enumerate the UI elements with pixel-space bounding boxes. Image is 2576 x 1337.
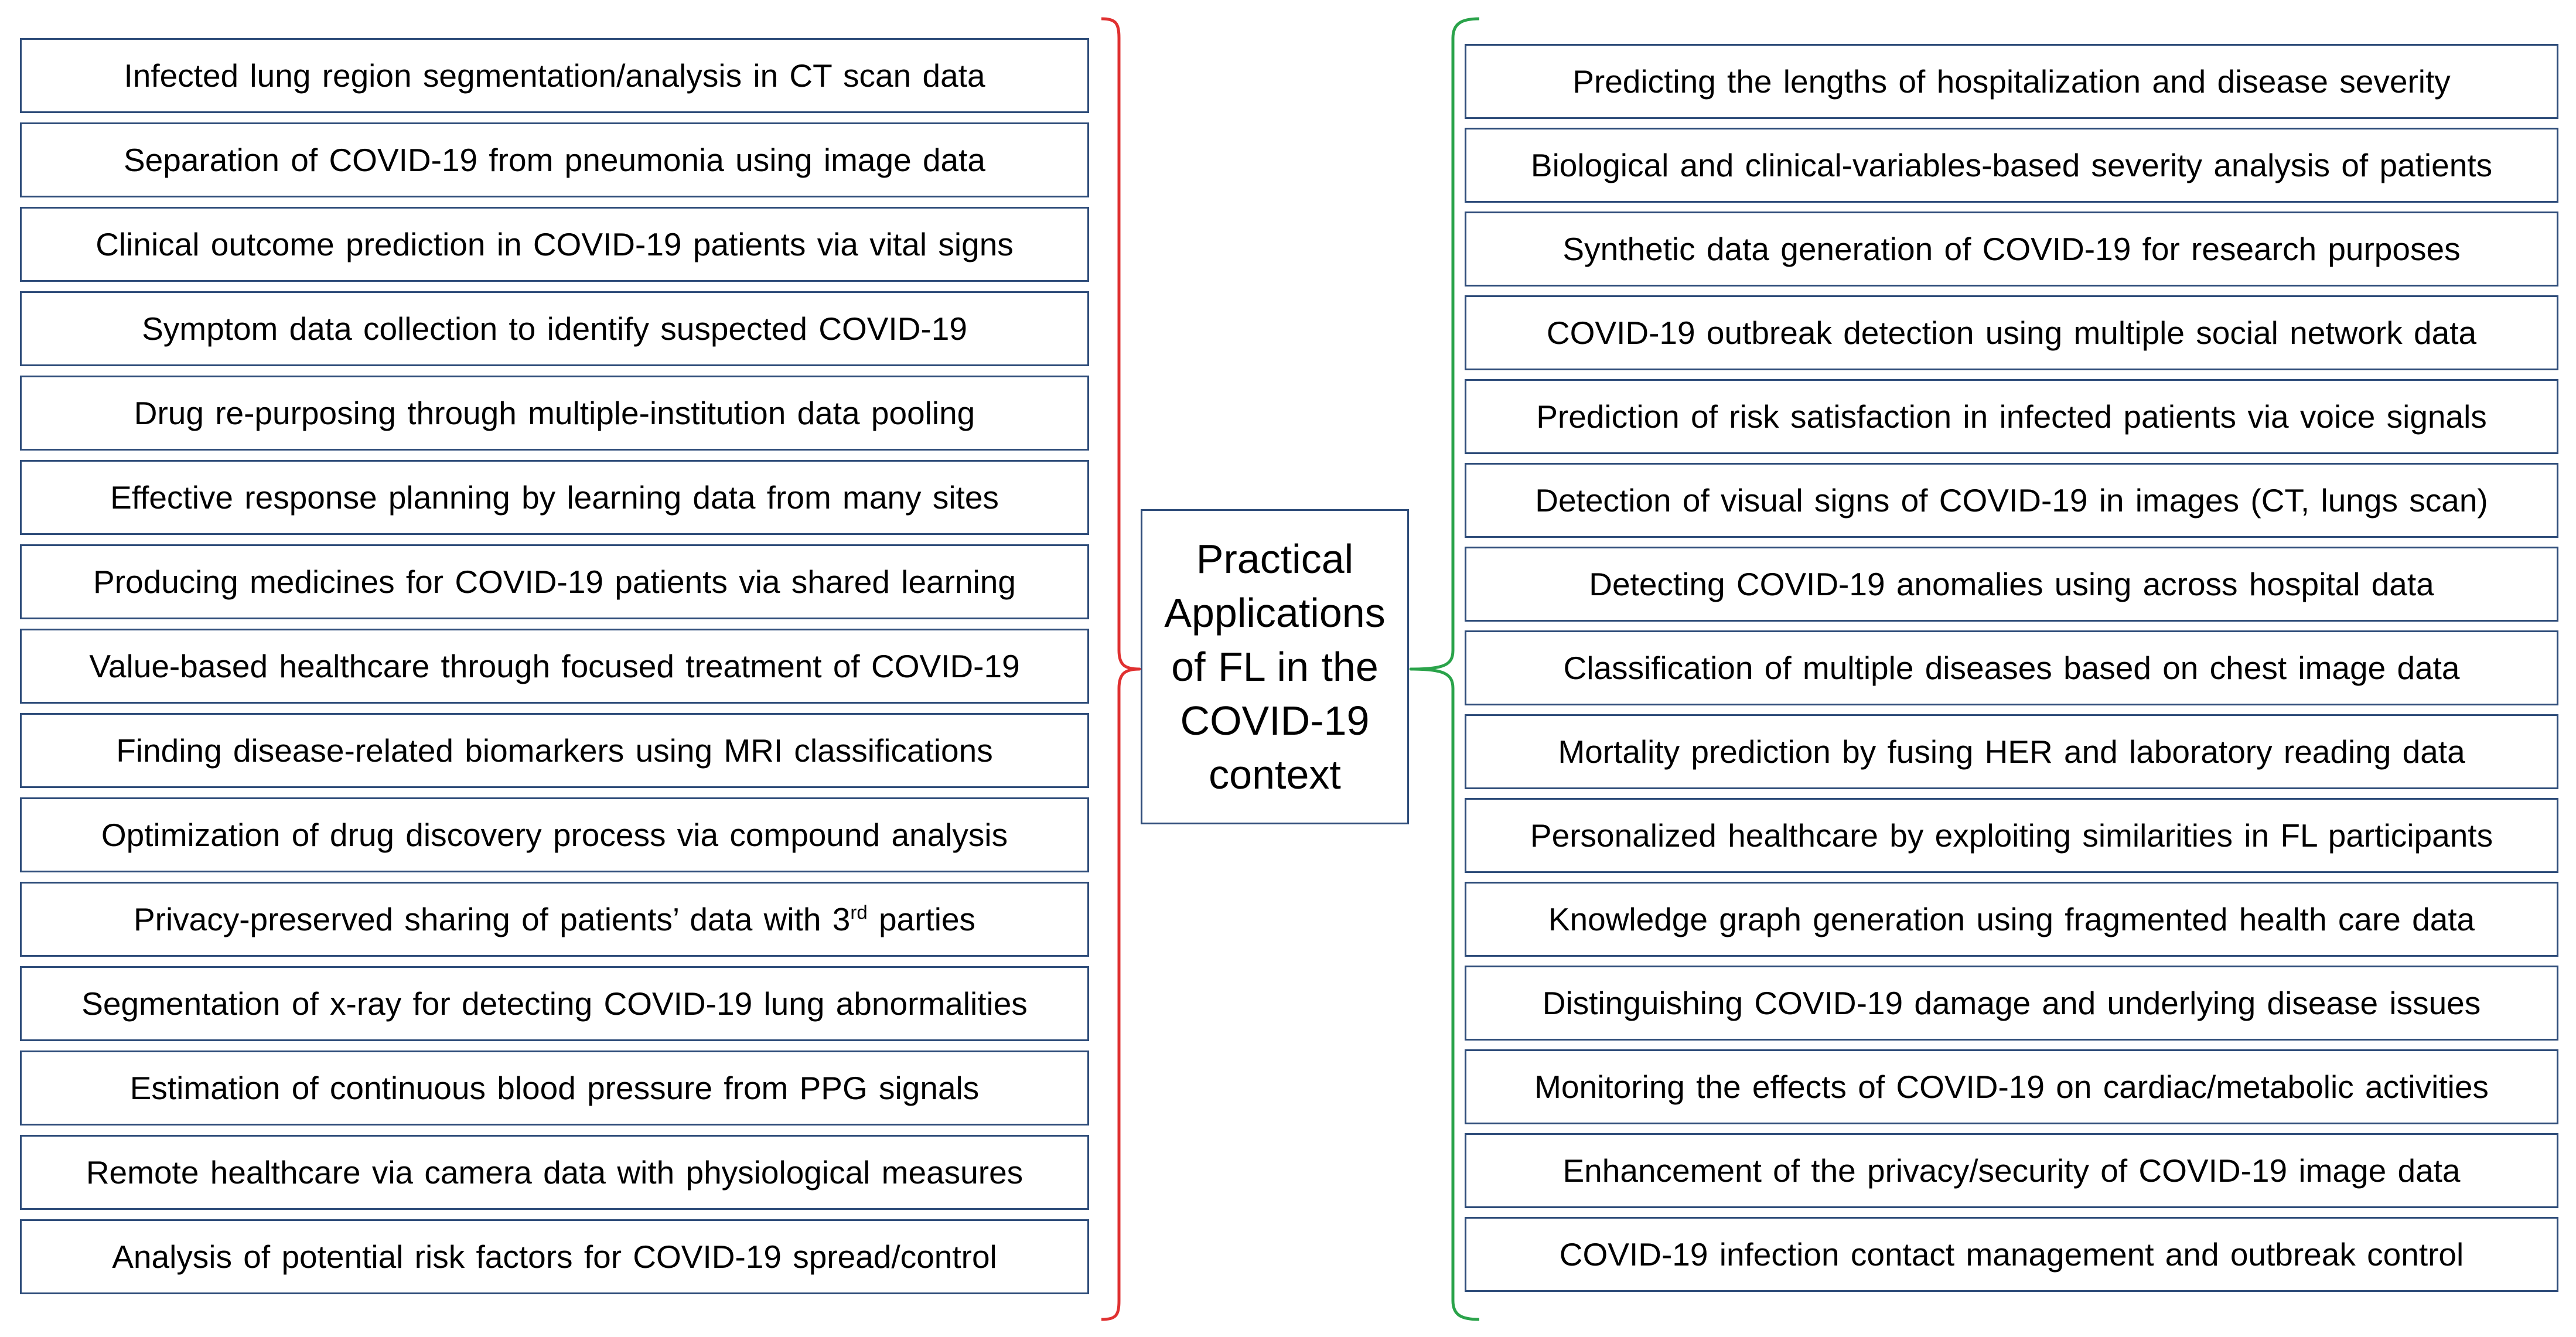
left-curly-brace bbox=[1101, 17, 1141, 1321]
left-item-8: Value-based healthcare through focused t… bbox=[20, 629, 1089, 704]
right-item-10: Personalized healthcare by exploiting si… bbox=[1465, 798, 2558, 873]
left-item-9: Finding disease-related biomarkers using… bbox=[20, 713, 1089, 788]
center-topic-label: Practical Applications of FL in the COVI… bbox=[1164, 536, 1386, 797]
right-item-4: COVID-19 outbreak detection using multip… bbox=[1465, 295, 2558, 370]
left-item-6: Effective response planning by learning … bbox=[20, 460, 1089, 535]
right-item-13: Monitoring the effects of COVID-19 on ca… bbox=[1465, 1049, 2558, 1124]
left-item-2: Separation of COVID-19 from pneumonia us… bbox=[20, 122, 1089, 197]
left-item-13: Estimation of continuous blood pressure … bbox=[20, 1050, 1089, 1125]
left-item-4: Symptom data collection to identify susp… bbox=[20, 291, 1089, 366]
right-item-6: Detection of visual signs of COVID-19 in… bbox=[1465, 463, 2558, 538]
right-item-5: Prediction of risk satisfaction in infec… bbox=[1465, 379, 2558, 454]
right-item-2: Biological and clinical-variables-based … bbox=[1465, 128, 2558, 203]
left-item-11-superscript: rd bbox=[850, 901, 868, 923]
right-item-3: Synthetic data generation of COVID-19 fo… bbox=[1465, 212, 2558, 286]
left-item-11-text: Privacy-preserved sharing of patients’ d… bbox=[133, 901, 851, 937]
left-item-11-suffix: parties bbox=[867, 901, 976, 937]
right-item-12: Distinguishing COVID-19 damage and under… bbox=[1465, 966, 2558, 1041]
right-item-7: Detecting COVID-19 anomalies using acros… bbox=[1465, 547, 2558, 622]
left-item-5: Drug re-purposing through multiple-insti… bbox=[20, 376, 1089, 451]
right-item-1: Predicting the lengths of hospitalizatio… bbox=[1465, 44, 2558, 119]
left-item-10: Optimization of drug discovery process v… bbox=[20, 797, 1089, 872]
right-item-14: Enhancement of the privacy/security of C… bbox=[1465, 1133, 2558, 1208]
right-item-8: Classification of multiple diseases base… bbox=[1465, 630, 2558, 705]
left-item-11: Privacy-preserved sharing of patients’ d… bbox=[20, 882, 1089, 957]
right-item-11: Knowledge graph generation using fragmen… bbox=[1465, 882, 2558, 957]
left-item-12: Segmentation of x-ray for detecting COVI… bbox=[20, 966, 1089, 1041]
left-item-14: Remote healthcare via camera data with p… bbox=[20, 1135, 1089, 1210]
right-curly-brace bbox=[1409, 17, 1480, 1321]
left-item-7: Producing medicines for COVID-19 patient… bbox=[20, 544, 1089, 619]
right-item-9: Mortality prediction by fusing HER and l… bbox=[1465, 714, 2558, 789]
left-item-3: Clinical outcome prediction in COVID-19 … bbox=[20, 207, 1089, 282]
right-item-15: COVID-19 infection contact management an… bbox=[1465, 1217, 2558, 1292]
left-item-15: Analysis of potential risk factors for C… bbox=[20, 1219, 1089, 1294]
center-topic-box: Practical Applications of FL in the COVI… bbox=[1141, 509, 1409, 824]
left-item-1: Infected lung region segmentation/analys… bbox=[20, 38, 1089, 113]
